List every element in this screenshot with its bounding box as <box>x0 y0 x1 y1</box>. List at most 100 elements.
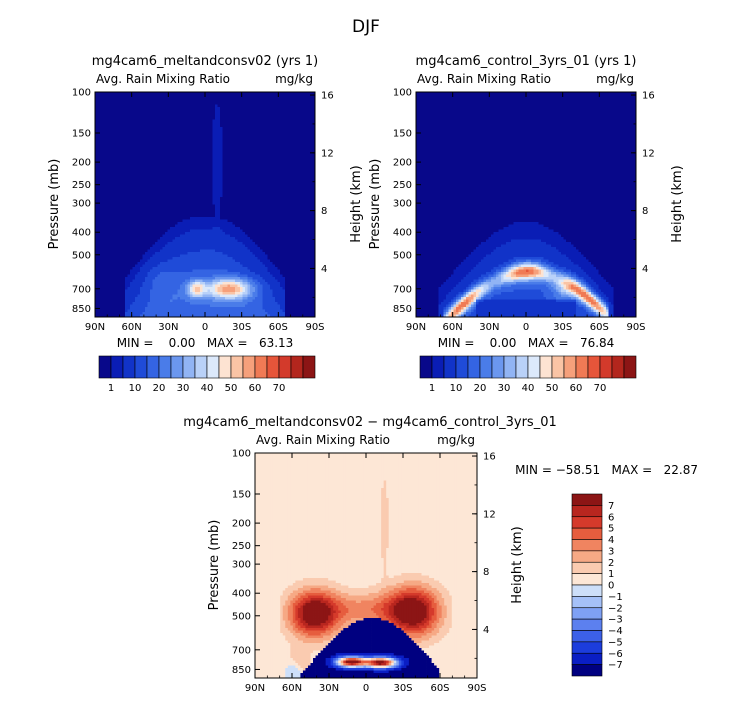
field-cell <box>245 127 248 130</box>
field-cell <box>307 229 311 233</box>
field-cell <box>120 152 123 155</box>
field-cell <box>202 197 206 200</box>
field-cell <box>117 197 121 200</box>
field-cell <box>217 102 221 105</box>
field-cell <box>305 154 308 158</box>
field-cell <box>125 164 128 168</box>
field-cell <box>102 179 106 183</box>
field-cell <box>142 99 146 103</box>
field-cell <box>170 169 173 173</box>
field-cell <box>247 199 251 203</box>
field-cell <box>117 224 121 228</box>
field-cell <box>230 117 233 120</box>
field-cell <box>287 172 291 175</box>
field-cell <box>232 117 236 120</box>
field-cell <box>137 204 141 208</box>
field-cell <box>230 134 233 138</box>
field-cell <box>215 192 218 195</box>
field-cell <box>240 184 243 188</box>
field-cell <box>155 164 158 168</box>
field-cell <box>147 147 151 150</box>
field-cell <box>217 99 221 103</box>
field-cell <box>185 119 188 123</box>
field-cell <box>260 212 263 215</box>
field-cell <box>165 99 168 103</box>
field-cell <box>302 147 306 150</box>
field-cell <box>107 147 111 150</box>
field-cell <box>192 149 196 153</box>
field-cell <box>150 214 153 218</box>
field-cell <box>100 232 103 235</box>
field-cell <box>160 189 163 193</box>
field-cell <box>277 209 281 213</box>
field-cell <box>202 159 206 163</box>
field-cell <box>215 172 218 175</box>
field-cell <box>152 109 156 113</box>
field-cell <box>155 97 158 100</box>
field-cell <box>170 212 173 215</box>
field-cell <box>227 94 231 98</box>
field-cell <box>245 119 248 123</box>
field-cell <box>157 142 161 145</box>
field-cell <box>95 189 98 193</box>
field-cell <box>235 119 238 123</box>
field-cell <box>217 207 221 210</box>
field-cell <box>227 209 231 213</box>
field-cell <box>167 154 171 158</box>
field-cell <box>242 204 246 208</box>
field-cell <box>115 154 118 158</box>
field-cell <box>107 187 111 190</box>
field-cell <box>110 112 113 115</box>
field-cell <box>302 177 306 180</box>
field-cell <box>187 174 191 178</box>
field-cell <box>145 122 148 125</box>
field-cell <box>150 192 153 195</box>
field-cell <box>275 192 278 195</box>
field-cell <box>292 194 296 198</box>
field-cell <box>177 212 181 215</box>
field-cell <box>265 182 268 185</box>
field-cell <box>247 94 251 98</box>
field-cell <box>300 187 303 190</box>
field-cell <box>232 209 236 213</box>
field-cell <box>165 147 168 150</box>
field-cell <box>207 99 211 103</box>
field-cell <box>227 179 231 183</box>
field-cell <box>232 139 236 143</box>
field-cell <box>195 109 198 113</box>
field-cell <box>225 162 228 165</box>
field-cell <box>187 142 191 145</box>
field-cell <box>175 129 178 133</box>
field-cell <box>282 154 286 158</box>
field-cell <box>110 147 113 150</box>
field-cell <box>197 117 201 120</box>
field-cell <box>237 219 241 223</box>
field-cell <box>195 192 198 195</box>
field-cell <box>252 232 256 235</box>
field-cell <box>165 107 168 110</box>
field-cell <box>245 217 248 220</box>
field-cell <box>172 114 176 118</box>
field-cell <box>100 194 103 198</box>
field-cell <box>257 124 261 128</box>
field-cell <box>282 217 286 220</box>
field-cell <box>217 169 221 173</box>
field-cell <box>222 117 226 120</box>
field-cell <box>117 217 121 220</box>
field-cell <box>230 232 233 235</box>
field-cell <box>95 134 98 138</box>
field-cell <box>150 204 153 208</box>
field-cell <box>275 144 278 148</box>
field-cell <box>195 107 198 110</box>
field-cell <box>292 217 296 220</box>
field-cell <box>237 162 241 165</box>
field-cell <box>257 199 261 203</box>
field-cell <box>290 152 293 155</box>
field-cell <box>225 229 228 233</box>
field-cell <box>172 147 176 150</box>
field-cell <box>137 132 141 135</box>
field-cell <box>215 134 218 138</box>
field-cell <box>95 194 98 198</box>
field-cell <box>137 224 141 228</box>
field-cell <box>287 159 291 163</box>
